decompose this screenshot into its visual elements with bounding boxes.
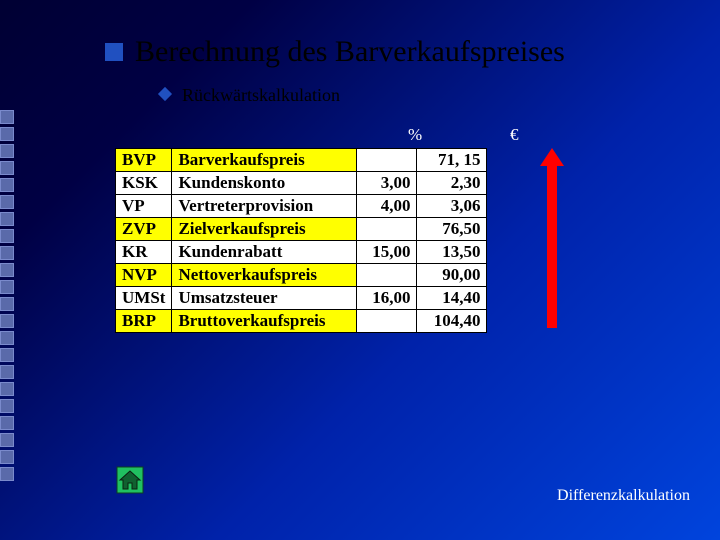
cell-percent: [357, 310, 417, 333]
cell-euro: 13,50: [417, 241, 487, 264]
decorative-side-squares: [0, 110, 14, 481]
cell-euro: 90,00: [417, 264, 487, 287]
slide-title: Berechnung des Barverkaufspreises: [105, 35, 565, 69]
cell-abbr: VP: [116, 195, 172, 218]
cell-label: Kundenrabatt: [172, 241, 357, 264]
cell-euro: 76,50: [417, 218, 487, 241]
cell-euro: 104,40: [417, 310, 487, 333]
cell-euro: 3,06: [417, 195, 487, 218]
cell-percent: 15,00: [357, 241, 417, 264]
bullet-square-icon: [105, 43, 123, 61]
cell-abbr: BRP: [116, 310, 172, 333]
cell-abbr: BVP: [116, 149, 172, 172]
cell-percent: [357, 218, 417, 241]
title-text: Berechnung des Barverkaufspreises: [135, 35, 565, 68]
cell-label: Bruttoverkaufspreis: [172, 310, 357, 333]
cell-abbr: KR: [116, 241, 172, 264]
cell-label: Kundenskonto: [172, 172, 357, 195]
slide-subtitle: Rückwärtskalkulation: [160, 85, 340, 106]
cell-euro: 14,40: [417, 287, 487, 310]
diamond-bullet-icon: [158, 87, 172, 101]
table-row: ZVPZielverkaufspreis 76,50: [116, 218, 487, 241]
cell-percent: 3,00: [357, 172, 417, 195]
cell-percent: 4,00: [357, 195, 417, 218]
cell-percent: [357, 149, 417, 172]
cell-percent: [357, 264, 417, 287]
table-row: VPVertreterprovision4,003,06: [116, 195, 487, 218]
upward-arrow-icon: [540, 148, 564, 328]
cell-label: Umsatzsteuer: [172, 287, 357, 310]
column-header-euro: €: [510, 125, 519, 145]
table-row: NVPNettoverkaufspreis 90,00: [116, 264, 487, 287]
cell-abbr: UMSt: [116, 287, 172, 310]
cell-percent: 16,00: [357, 287, 417, 310]
home-icon[interactable]: [115, 465, 145, 495]
table-row: BRPBruttoverkaufspreis 104,40: [116, 310, 487, 333]
table-row: KSKKundenskonto3,002,30: [116, 172, 487, 195]
cell-euro: 71, 15: [417, 149, 487, 172]
column-header-percent: %: [408, 125, 422, 145]
footer-link-differenzkalkulation[interactable]: Differenzkalkulation: [557, 487, 690, 505]
table-row: KRKundenrabatt15,0013,50: [116, 241, 487, 264]
cell-label: Zielverkaufspreis: [172, 218, 357, 241]
cell-abbr: NVP: [116, 264, 172, 287]
cell-euro: 2,30: [417, 172, 487, 195]
cell-label: Vertreterprovision: [172, 195, 357, 218]
cell-label: Barverkaufspreis: [172, 149, 357, 172]
cell-abbr: KSK: [116, 172, 172, 195]
subtitle-text: Rückwärtskalkulation: [182, 85, 340, 105]
calculation-table: BVPBarverkaufspreis71, 15KSKKundenskonto…: [115, 148, 487, 333]
table-row: BVPBarverkaufspreis 71, 15: [116, 149, 487, 172]
cell-abbr: ZVP: [116, 218, 172, 241]
table-row: UMStUmsatzsteuer16,0014,40: [116, 287, 487, 310]
cell-label: Nettoverkaufspreis: [172, 264, 357, 287]
